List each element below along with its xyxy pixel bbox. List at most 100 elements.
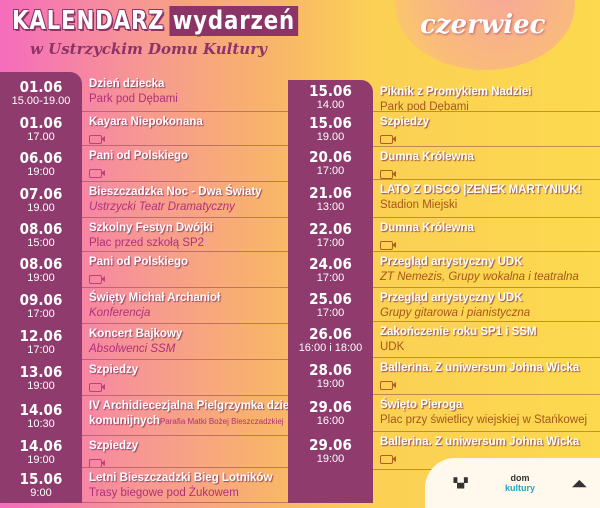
date: 20.06 — [309, 148, 352, 166]
event-info: Pani od Polskiego — [82, 252, 288, 288]
event-row[interactable]: 21.06 13:00 LATO Z DISCO |ZENEK MARTYNIUK!… — [288, 180, 600, 218]
page-title: KALENDARZ wydarzeń — [12, 6, 299, 36]
date: 14.06 — [19, 436, 63, 455]
event-location: Park pod Dębami — [89, 93, 178, 105]
event-title: Dumna Królewna — [380, 151, 474, 163]
event-title: LATO Z DISCO |ZENEK MARTYNIUK! — [380, 184, 582, 196]
date: 08.06 — [19, 254, 63, 273]
film-camera-icon — [89, 380, 105, 392]
event-title: Pani od Polskiego — [89, 150, 189, 162]
event-title: Przegląd artystyczny UDK — [380, 292, 523, 304]
event-row[interactable]: 15.06 19.00 Szpiedzy — [288, 112, 600, 147]
film-camera-icon — [89, 456, 105, 467]
event-info: Szpiedzy — [82, 436, 288, 468]
event-location: Trasy biegowe pod Żukowem — [89, 487, 239, 499]
date: 13.06 — [19, 362, 63, 381]
event-date: 06.06 19:00 — [0, 146, 82, 182]
event-row[interactable]: 08.06 15:00 Szkolny Festyn Dwójki Plac prze… — [0, 218, 288, 252]
event-location: Parafia Matki Bożej Bieszczadzkiej — [159, 417, 284, 426]
event-date: 08.06 15:00 — [0, 218, 82, 252]
event-row[interactable]: 01.06 17.00 Kayara Niepokonana — [0, 112, 288, 146]
time: 19:00 — [27, 271, 55, 284]
event-title: IV Archidiecezjalna Pielgrzymka dzieci — [89, 400, 288, 412]
time: 16:00 — [316, 415, 345, 427]
event-date: 20.06 17:00 — [288, 147, 373, 180]
event-row[interactable]: 08.06 19:00 Pani od Polskiego — [0, 252, 288, 288]
date: 29.06 — [309, 435, 352, 454]
event-location: UDK — [380, 341, 405, 353]
event-title: Koncert Bajkowy — [89, 328, 183, 340]
event-title: Bieszczadzka Noc - Dwa Światy — [89, 186, 262, 198]
event-row[interactable]: 07.06 19.00 Bieszczadzka Noc - Dwa Światy U… — [0, 182, 288, 218]
event-info: Przegląd artystyczny UDK ZT Nemezis, Grup… — [373, 252, 600, 288]
film-camera-icon — [380, 238, 396, 250]
event-title: Kayara Niepokonana — [89, 116, 203, 128]
event-row[interactable]: 29.06 16:00 Święto Pieroga Plac przy świetl… — [288, 395, 600, 432]
event-info: Zakończenie roku SP1 i SSM UDK — [373, 322, 600, 358]
date: 21.06 — [309, 183, 352, 202]
event-title: Szkolny Festyn Dwójki — [89, 222, 213, 234]
date: 15.06 — [309, 114, 352, 132]
month-label: czerwiec — [420, 10, 546, 40]
event-row[interactable]: 24.06 17:00 Przegląd artystyczny UDK ZT Nem… — [288, 252, 600, 288]
event-date: 29.06 16:00 — [288, 395, 373, 432]
date: 15.06 — [309, 81, 352, 100]
event-info: Dumna Królewna — [373, 147, 600, 180]
film-camera-icon — [89, 132, 105, 144]
event-row[interactable]: 25.06 17:00 Przegląd artystyczny UDK Grupy … — [288, 288, 600, 322]
event-title: Zakończenie roku SP1 i SSM — [380, 326, 537, 338]
page-subtitle: w Ustrzyckim Domu Kultury — [30, 40, 267, 58]
date: 06.06 — [19, 148, 63, 167]
date: 24.06 — [309, 254, 352, 273]
time: 17:00 — [316, 236, 345, 249]
event-location: ZT Nemezis, Grupy wokalna i teatralna — [380, 271, 579, 283]
event-date: 14.06 10:30 — [0, 396, 82, 436]
event-row[interactable]: 13.06 19:00 Szpiedzy — [0, 360, 288, 396]
event-title: Święty Michał Archanioł — [89, 292, 221, 304]
event-row[interactable]: 09.06 17:00 Święty Michał Archanioł Konfere… — [0, 288, 288, 324]
date: 22.06 — [309, 219, 352, 238]
film-camera-icon — [89, 272, 105, 284]
event-date: 01.06 17.00 — [0, 112, 82, 146]
event-row[interactable]: 15.06 9:00 Letni Bieszczadzki Bieg Lotnikó… — [0, 468, 288, 503]
event-row[interactable]: 26.06 16:00 i 18:00 Zakończenie roku SP1 i… — [288, 322, 600, 358]
event-info: Dzień dziecka Park pod Dębami — [82, 74, 288, 112]
date: 14.06 — [19, 400, 63, 419]
event-date: 22.06 17:00 — [288, 218, 373, 252]
film-camera-icon — [380, 167, 396, 179]
date: 25.06 — [309, 289, 352, 308]
event-title: Szpiedzy — [89, 364, 139, 376]
time: 16:00 i 18:00 — [298, 341, 363, 354]
time: 19:00 — [27, 379, 55, 392]
film-camera-icon — [380, 452, 396, 464]
date: 07.06 — [19, 184, 63, 203]
event-date: 26.06 16:00 i 18:00 — [288, 322, 373, 358]
time: 17:00 — [27, 343, 55, 356]
logo-ustrzyki: ▚▞ — [453, 478, 468, 488]
event-row[interactable]: 12.06 17:00 Koncert Bajkowy Absolwenci SSM — [0, 324, 288, 360]
event-info: Święty Michał Archanioł Konferencja — [82, 288, 288, 324]
event-row[interactable]: 15.06 14.00 Piknik z Promykiem Nadziei Park… — [288, 82, 600, 112]
event-title: Ballerina. Z uniwersum Johna Wicka — [380, 436, 580, 448]
event-date: 13.06 19:00 — [0, 360, 82, 396]
event-info: Piknik z Promykiem Nadziei Park pod Dębam… — [373, 82, 600, 112]
event-info: Koncert Bajkowy Absolwenci SSM — [82, 324, 288, 360]
event-row[interactable]: 20.06 17:00 Dumna Królewna — [288, 147, 600, 180]
event-row[interactable]: 14.06 10:30 IV Archidiecezjalna Pielgrzymk… — [0, 396, 288, 436]
event-row[interactable]: 01.06 15.00-19.00 Dzień dziecka Park pod Dę… — [0, 74, 288, 112]
event-row[interactable]: 28.06 19:00 Ballerina. Z uniwersum Johna W… — [288, 358, 600, 395]
title-part: wydarzeń — [169, 6, 299, 36]
event-title: Szpiedzy — [89, 440, 139, 452]
sponsor-logos: ▚▞ dom kultury ◢◣ — [425, 458, 600, 508]
date: 28.06 — [309, 361, 352, 379]
event-date: 28.06 19:00 — [288, 358, 373, 395]
event-row[interactable]: 22.06 17:00 Dumna Królewna — [288, 218, 600, 252]
time: 17.00 — [27, 130, 55, 143]
time: 17:00 — [27, 307, 55, 320]
event-row[interactable]: 14.06 19:00 Szpiedzy — [0, 436, 288, 468]
time: 10:30 — [27, 417, 55, 430]
event-info: Kayara Niepokonana — [82, 112, 288, 146]
event-row[interactable]: 06.06 19:00 Pani od Polskiego — [0, 146, 288, 182]
event-title: Piknik z Promykiem Nadziei — [380, 86, 532, 98]
time: 19.00 — [27, 201, 55, 214]
